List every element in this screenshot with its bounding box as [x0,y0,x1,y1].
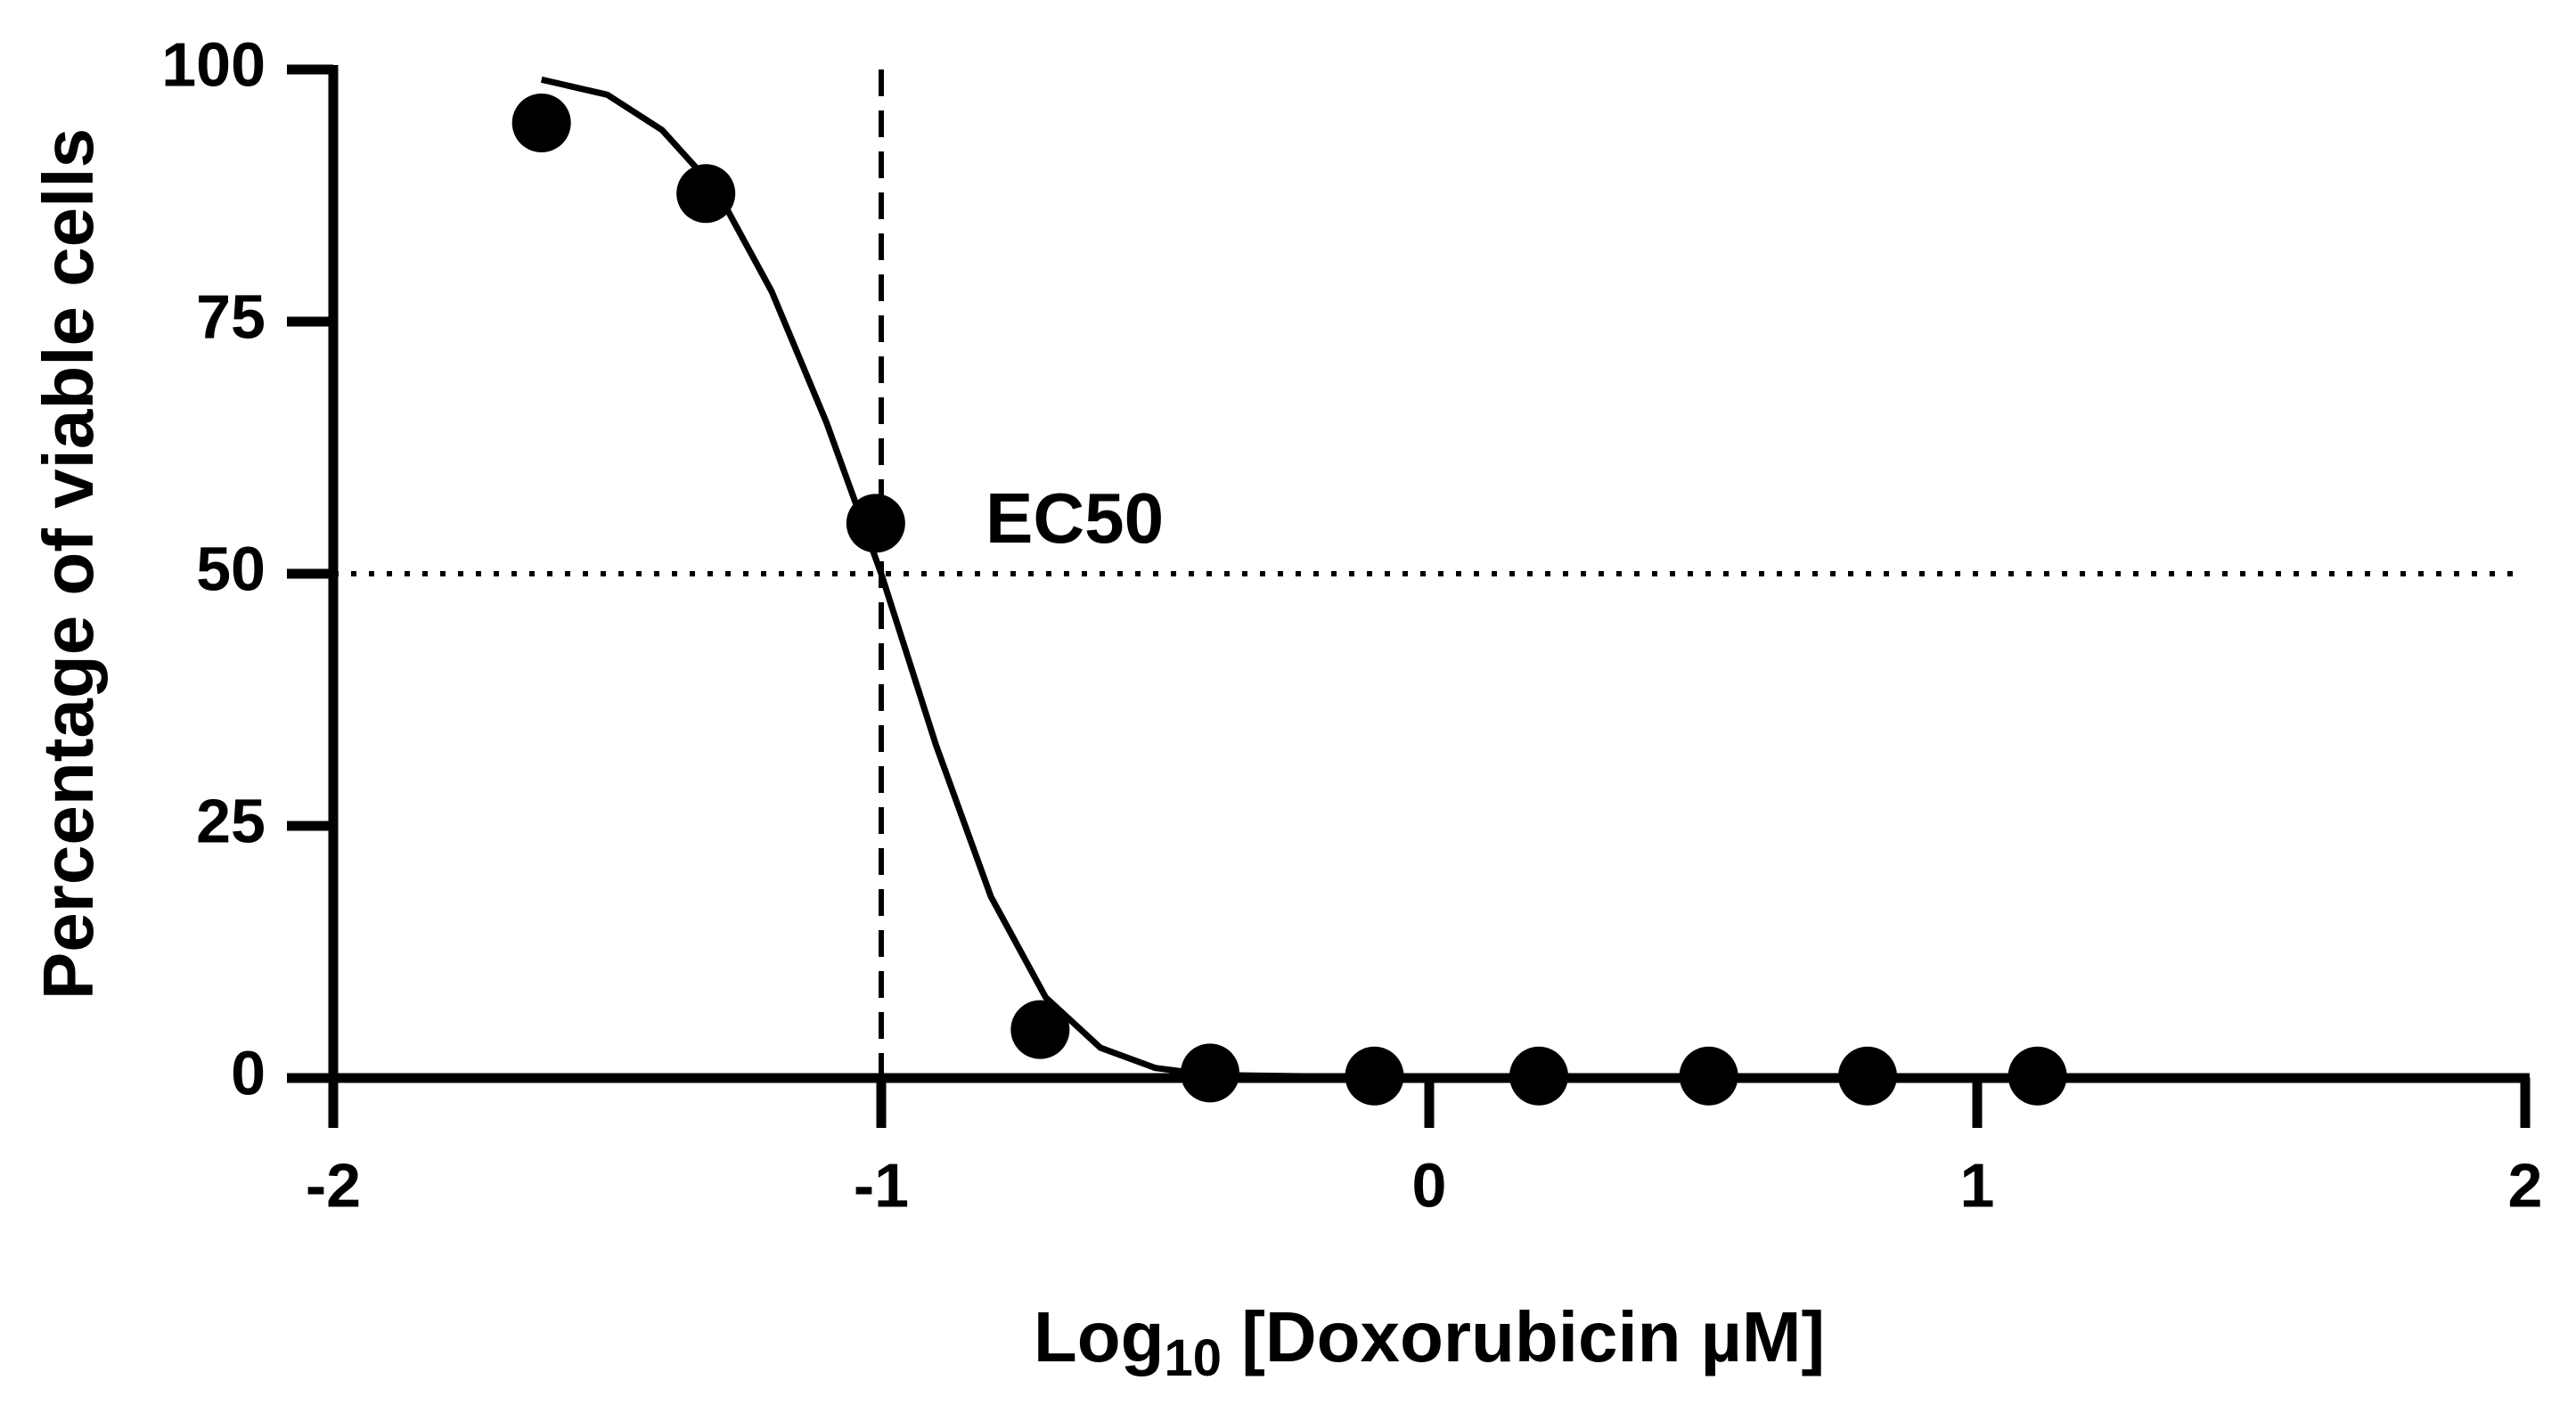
y-tick-label: 100 [161,29,266,99]
y-tick-label: 25 [196,786,266,855]
y-axis-label: Percentage of viable cells [29,128,108,1000]
x-tick-label: 1 [1960,1150,1995,1220]
data-point [2008,1046,2067,1106]
x-label-part: [Doxorubicin µM] [1222,1297,1825,1376]
y-tick-label: 75 [196,282,266,351]
x-axis-label: Log10 [Doxorubicin µM] [1034,1297,1825,1387]
data-point [846,494,905,553]
x-tick-label: 0 [1412,1150,1447,1220]
x-tick-label: -2 [306,1150,361,1220]
y-tick-label: 0 [231,1038,266,1107]
data-point [511,93,571,152]
x-label-part: Log [1034,1297,1165,1376]
y-tick-label: 50 [196,534,266,603]
fit-curve [540,76,2032,1082]
x-label-subscript: 10 [1164,1329,1222,1387]
data-point [1010,1000,1070,1059]
x-tick-label: 2 [2508,1150,2543,1220]
x-tick-label: -1 [854,1150,909,1220]
data-point [676,164,736,224]
annotation: EC50 [985,478,1164,558]
